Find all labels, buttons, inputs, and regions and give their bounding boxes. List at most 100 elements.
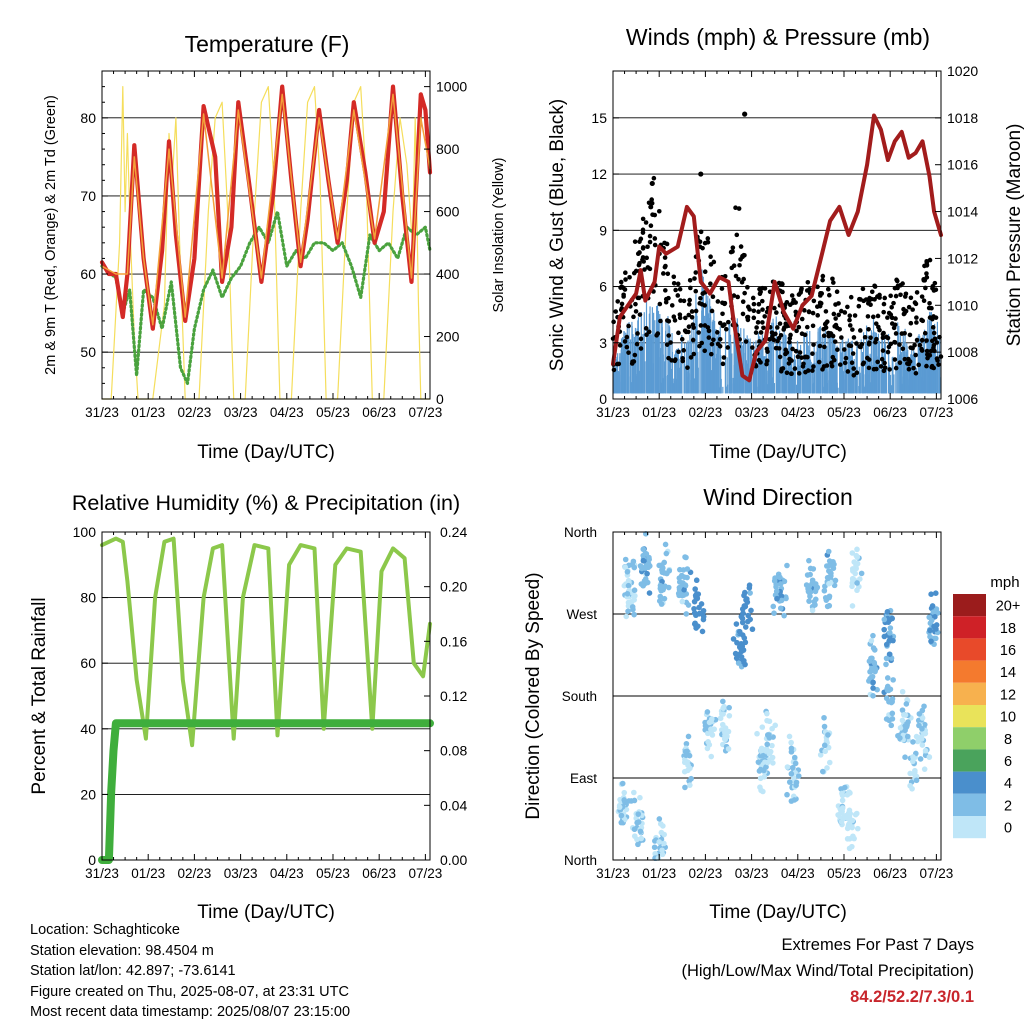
y-tick-label-12: 12 xyxy=(591,166,607,182)
gust-point xyxy=(708,281,713,287)
gust-point xyxy=(807,286,812,292)
wind-direction-panel: Wind Direction 31/23 01/23 02/23 03/23 04/23… xyxy=(523,484,1020,923)
gust-point xyxy=(698,229,704,235)
extremes-title: Extremes For Past 7 Days xyxy=(781,936,974,954)
gust-point xyxy=(649,200,655,206)
direction-point xyxy=(704,709,711,715)
direction-point xyxy=(788,771,795,777)
gust-point xyxy=(626,323,631,329)
extremes-subtitle: (High/Low/Max Wind/Total Precipitation) xyxy=(681,962,974,980)
gust-point xyxy=(793,348,799,354)
gust-point xyxy=(778,368,784,374)
direction-point xyxy=(867,668,873,675)
gust-point xyxy=(805,279,811,285)
direction-point xyxy=(659,851,666,858)
x-tick-label-07/23: 07/23 xyxy=(919,405,953,420)
gust-point xyxy=(877,295,882,300)
direction-point xyxy=(886,651,893,658)
gust-point xyxy=(922,330,928,336)
direction-point xyxy=(870,693,876,699)
direction-point xyxy=(642,577,649,583)
direction-point xyxy=(739,619,746,626)
direction-point xyxy=(927,627,933,634)
gust-point xyxy=(675,281,681,287)
gust-point xyxy=(750,345,755,350)
direction-point xyxy=(622,564,629,571)
direction-point xyxy=(851,559,858,565)
y-tick-label-north-0: North xyxy=(564,853,597,868)
temperature-x-label: Time (Day/UTC) xyxy=(197,442,335,463)
gust-point xyxy=(787,356,792,362)
x-tick-label-01/23: 01/23 xyxy=(642,866,676,881)
direction-point xyxy=(708,753,715,760)
gust-point xyxy=(776,280,782,286)
direction-point xyxy=(822,748,828,755)
gust-point xyxy=(689,314,695,320)
gust-point xyxy=(914,290,920,295)
gust-point xyxy=(754,325,759,330)
direction-point xyxy=(826,562,832,569)
gust-point xyxy=(637,239,642,244)
direction-point xyxy=(742,661,748,668)
direction-point xyxy=(638,835,645,842)
gust-point xyxy=(699,302,705,307)
gust-point xyxy=(802,308,807,313)
extremes-values: 84.2/52.2/7.3/0.1 xyxy=(850,988,974,1006)
gust-point xyxy=(640,255,646,260)
gust-point xyxy=(800,364,806,369)
gust-point xyxy=(717,320,723,326)
direction-point xyxy=(660,565,666,571)
gust-point xyxy=(700,245,705,251)
gust-point xyxy=(796,324,802,330)
gust-point xyxy=(833,316,838,321)
gust-point xyxy=(725,319,731,325)
temperature-plot-frame xyxy=(101,70,431,400)
direction-point xyxy=(904,733,911,740)
gust-point xyxy=(930,283,936,289)
y2-tick-label-0: 0 xyxy=(436,391,444,407)
solar-y2-label: Solar Insolation (Yellow) xyxy=(491,157,507,312)
direction-point xyxy=(928,591,934,598)
gust-point xyxy=(913,352,919,358)
direction-point xyxy=(791,775,797,781)
direction-point xyxy=(890,677,896,683)
gust-point xyxy=(893,331,899,336)
gust-point xyxy=(825,286,831,292)
direction-point xyxy=(696,610,703,617)
gust-point xyxy=(751,301,757,307)
y-tick-label-0: 0 xyxy=(599,391,607,407)
direction-point xyxy=(631,797,638,804)
x-tick-label-07/23: 07/23 xyxy=(408,405,442,420)
gust-point xyxy=(624,344,630,350)
y-tick-label-9: 9 xyxy=(599,222,607,238)
gust-point xyxy=(851,335,857,340)
direction-point xyxy=(742,603,749,610)
direction-point xyxy=(651,844,658,851)
gust-point xyxy=(669,303,675,308)
direction-point xyxy=(675,590,682,597)
direction-point xyxy=(657,582,664,589)
temperature-panel: Temperature (F) 31/23 01/23 02/23 03/23 04/2… xyxy=(43,31,507,463)
gust-point xyxy=(760,320,765,325)
direction-point xyxy=(744,599,751,605)
x-tick-label-01/23: 01/23 xyxy=(642,405,676,420)
x-tick-label-03/23: 03/23 xyxy=(735,405,769,420)
winds-title: Winds (mph) & Pressure (mb) xyxy=(626,24,930,50)
direction-point xyxy=(622,556,629,563)
gust-point xyxy=(882,295,888,301)
gust-point xyxy=(731,293,737,298)
direction-point xyxy=(926,754,933,760)
gust-point xyxy=(661,271,666,276)
x-tick-label-05/23: 05/23 xyxy=(316,866,350,881)
gust-point xyxy=(933,315,939,320)
gust-point xyxy=(688,355,694,360)
y-tick-label-north-4: North xyxy=(564,525,597,540)
gust-point xyxy=(902,310,907,316)
direction-point xyxy=(791,754,798,761)
gust-point xyxy=(929,363,935,369)
gust-point xyxy=(867,295,872,301)
gust-point xyxy=(880,348,886,353)
gust-point xyxy=(715,330,720,335)
direction-point xyxy=(629,604,636,610)
gust-point xyxy=(650,212,655,217)
